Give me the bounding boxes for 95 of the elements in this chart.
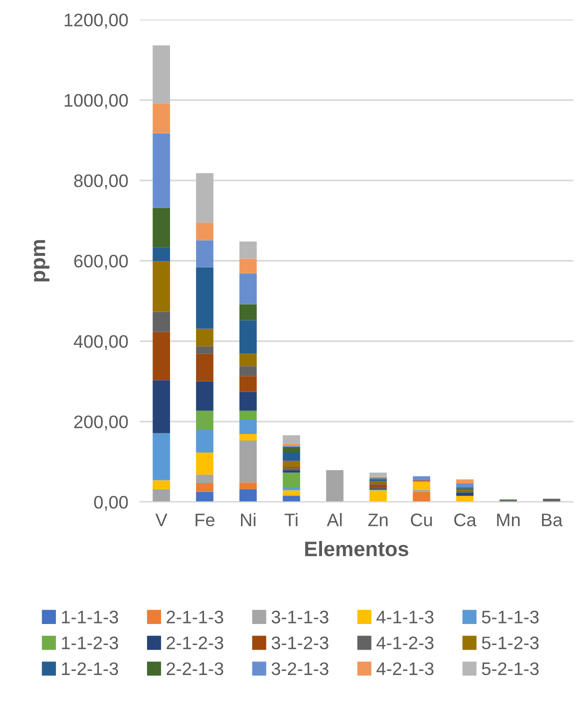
bar	[282, 470, 300, 473]
bar	[196, 346, 214, 354]
legend-label: 2-2-1-3	[166, 662, 224, 676]
bar	[282, 472, 300, 488]
bar	[456, 479, 474, 484]
legend-label: 4-1-1-3	[376, 610, 434, 624]
bar	[196, 452, 214, 475]
bar	[196, 474, 214, 484]
bar	[196, 483, 214, 492]
x-axis-title: Elementos	[305, 540, 408, 556]
bar	[152, 133, 170, 208]
bar	[239, 376, 257, 392]
bar	[239, 440, 257, 483]
bar	[152, 489, 170, 502]
bar	[239, 354, 257, 366]
y-tick-label: 600,00	[74, 254, 128, 270]
bar	[282, 487, 300, 490]
bar	[239, 420, 257, 434]
x-tick-label: Zn	[368, 514, 388, 526]
x-tick-label: Ti	[284, 513, 298, 526]
bar	[239, 392, 257, 411]
bar	[152, 433, 170, 480]
bar	[239, 410, 257, 420]
x-tick-label: Mn	[497, 514, 520, 526]
legend-label: 4-2-1-3	[376, 662, 434, 676]
legend-label: 3-1-1-3	[272, 610, 328, 624]
x-tick-label: Ca	[454, 514, 476, 526]
bar	[239, 304, 257, 320]
x-tick-label: Al	[326, 513, 342, 526]
bar	[196, 430, 214, 452]
bar	[196, 328, 214, 346]
bar	[239, 320, 257, 354]
bar	[412, 481, 430, 490]
x-tick-label: Ni	[241, 513, 256, 526]
bar	[412, 492, 430, 502]
bar	[152, 480, 170, 490]
legend-label: 3-1-2-3	[272, 636, 328, 650]
bar	[239, 482, 257, 490]
y-axis-title: ppm	[34, 240, 50, 282]
legend-label: 4-1-2-3	[376, 636, 434, 650]
bar	[239, 273, 257, 304]
x-tick-label: Ba	[542, 514, 563, 526]
y-tick-label: 1200,00	[64, 14, 128, 29]
bar	[196, 492, 214, 502]
legend-label: 1-2-1-3	[62, 662, 118, 676]
bar	[282, 446, 300, 452]
bar	[152, 380, 170, 434]
bar	[196, 267, 214, 329]
x-tick-label: Fe	[196, 514, 214, 526]
y-tick-label: 0,00	[94, 496, 128, 511]
bar	[456, 483, 474, 488]
bar	[152, 104, 170, 134]
x-tick-label: V	[155, 514, 168, 526]
bar	[196, 240, 214, 268]
x-tick-label: Cu	[410, 514, 432, 526]
bar	[152, 208, 170, 248]
bar	[239, 434, 257, 440]
bar	[152, 247, 170, 262]
bar	[152, 45, 170, 104]
bar	[239, 366, 257, 376]
legend-label: 3-2-1-3	[272, 662, 328, 676]
legend-label: 5-2-1-3	[482, 662, 539, 676]
bar	[282, 460, 300, 467]
legend-label: 5-1-1-3	[482, 610, 539, 624]
legend-label: 2-1-1-3	[166, 610, 224, 624]
bar	[152, 261, 170, 312]
bar	[196, 410, 214, 430]
bar	[456, 496, 474, 502]
bar	[152, 332, 170, 380]
bar	[369, 490, 387, 502]
bar	[282, 490, 300, 496]
bar	[282, 435, 300, 444]
legend-label: 1-1-1-3	[62, 610, 118, 624]
legend-label: 1-1-2-3	[62, 636, 118, 650]
bar	[282, 452, 300, 461]
y-tick-label: 200,00	[74, 415, 128, 430]
bar	[326, 470, 344, 502]
legend-label: 5-1-2-3	[482, 636, 539, 650]
bar	[412, 476, 430, 480]
bar	[152, 312, 170, 332]
bar	[239, 258, 257, 274]
y-tick-label: 800,00	[74, 174, 128, 190]
bar	[239, 242, 257, 259]
bar	[196, 222, 214, 240]
y-tick-label: 1000,00	[64, 94, 128, 109]
bar	[369, 484, 387, 488]
bar	[196, 173, 214, 223]
bar	[542, 498, 560, 502]
bar	[239, 489, 257, 502]
bar	[196, 354, 214, 382]
bar	[456, 492, 474, 496]
y-tick-label: 400,00	[74, 335, 128, 350]
legend-label: 2-1-2-3	[166, 636, 224, 650]
bar	[196, 381, 214, 411]
bar	[369, 472, 387, 477]
